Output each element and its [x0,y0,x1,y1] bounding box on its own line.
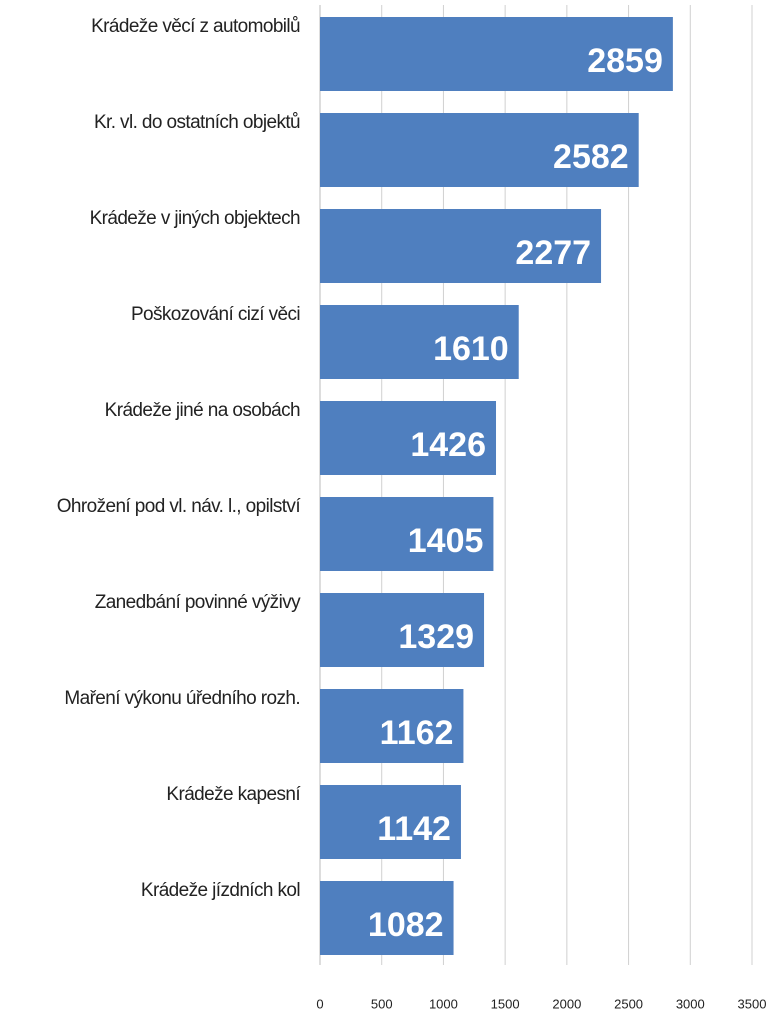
value-label: 2582 [553,138,629,176]
bar [320,209,602,283]
y-tick-label: Zanedbání povinné výživy [95,592,301,613]
value-label: 1610 [433,330,509,368]
y-tick-label: Krádeže jízdních kol [141,880,300,901]
y-tick-label: Krádeže věcí z automobilů [91,16,300,37]
value-label: 1405 [408,522,484,560]
x-tick-label: 500 [371,996,393,1011]
x-tick-label: 3500 [738,996,767,1011]
bar [320,113,639,187]
bar [320,785,461,859]
y-tick-label: Poškozování cizí věci [131,304,300,325]
value-label: 1142 [377,810,451,848]
x-tick-label: 3000 [676,996,705,1011]
bar [320,17,673,91]
bar [320,593,485,667]
value-label: 2859 [587,42,663,80]
x-tick-label: 1500 [491,996,520,1011]
y-tick-label: Krádeže v jiných objektech [90,208,300,229]
x-tick-label: 0 [316,996,323,1011]
y-tick-label: Krádeže kapesní [166,784,301,805]
bar [320,689,464,763]
x-tick-label: 2000 [552,996,581,1011]
value-label: 1082 [368,906,444,944]
value-label: 1162 [380,714,454,752]
x-tick-label: 2500 [614,996,643,1011]
bar [320,497,494,571]
y-tick-label: Maření výkonu úředního rozh. [64,688,300,709]
value-label: 2277 [515,234,591,272]
y-tick-label: Ohrožení pod vl. náv. l., opilství [57,496,302,517]
bar [320,305,519,379]
value-label: 1329 [398,618,474,656]
x-tick-label: 1000 [429,996,458,1011]
bar [320,881,454,955]
y-tick-label: Kr. vl. do ostatních objektů [94,112,300,133]
value-label: 1426 [410,426,486,464]
bar [320,401,497,475]
y-tick-label: Krádeže jiné na osobách [105,400,300,421]
